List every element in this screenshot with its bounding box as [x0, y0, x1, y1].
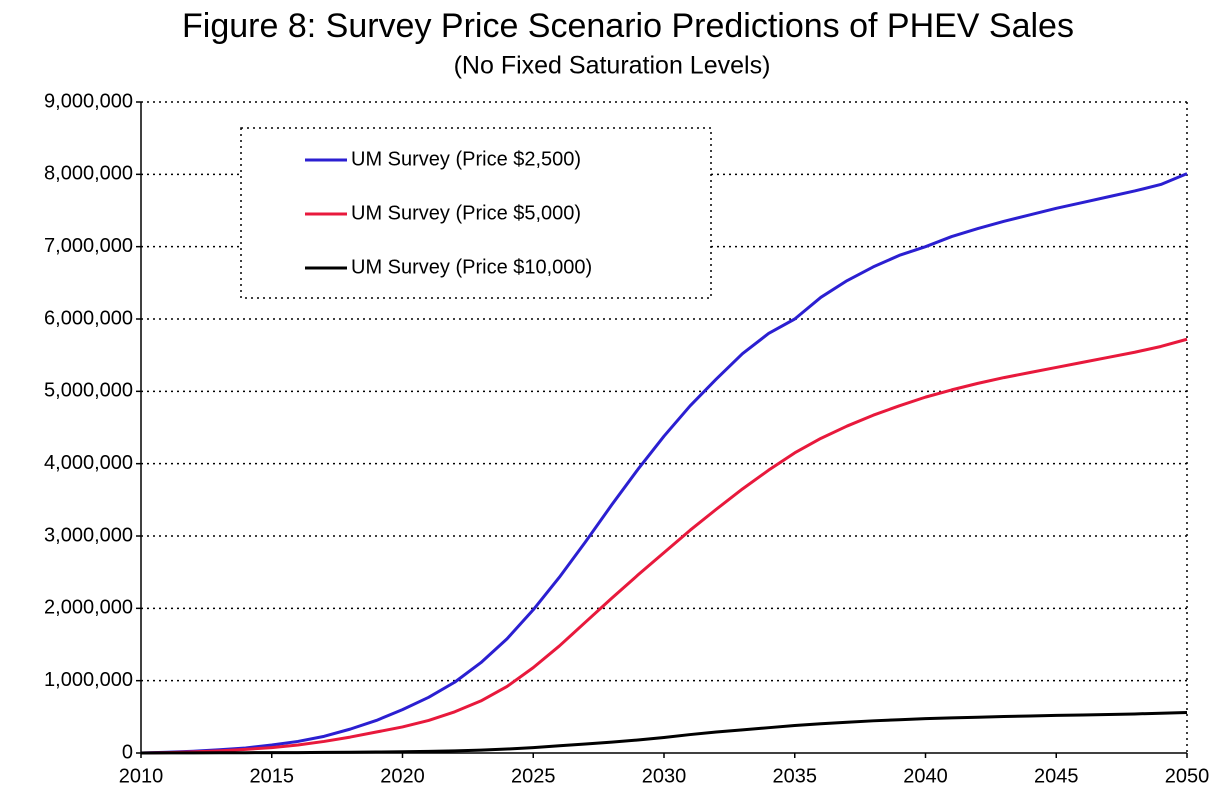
legend-label: UM Survey (Price $10,000) [351, 256, 592, 278]
series-line [140, 172, 1188, 755]
x-tick-label: 2045 [1034, 765, 1079, 787]
y-tick-label: 8,000,000 [44, 163, 133, 185]
x-tick-label: 2050 [1165, 765, 1210, 787]
y-tick-label: 7,000,000 [44, 235, 133, 257]
x-tick-label: 2025 [511, 765, 556, 787]
y-tick-label: 2,000,000 [44, 597, 133, 619]
chart-title: Figure 8: Survey Price Scenario Predicti… [182, 7, 1074, 45]
series-line [140, 710, 1188, 755]
legend-label: UM Survey (Price $5,000) [351, 202, 581, 224]
y-tick-label: 0 [122, 741, 133, 763]
series-line [140, 337, 1188, 755]
legend-label: UM Survey (Price $2,500) [351, 148, 581, 170]
x-tick-label: 2035 [773, 765, 818, 787]
x-tick-label: 2030 [642, 765, 687, 787]
x-tick-label: 2040 [903, 765, 948, 787]
x-tick-label: 2010 [119, 765, 164, 787]
y-tick-label: 5,000,000 [44, 380, 133, 402]
chart-subtitle: (No Fixed Saturation Levels) [454, 52, 771, 80]
y-tick-label: 6,000,000 [44, 307, 133, 329]
x-tick-label: 2020 [380, 765, 425, 787]
y-tick-label: 9,000,000 [44, 90, 133, 112]
y-tick-label: 1,000,000 [44, 669, 133, 691]
y-tick-label: 3,000,000 [44, 524, 133, 546]
x-tick-label: 2015 [250, 765, 295, 787]
y-tick-label: 4,000,000 [44, 452, 133, 474]
